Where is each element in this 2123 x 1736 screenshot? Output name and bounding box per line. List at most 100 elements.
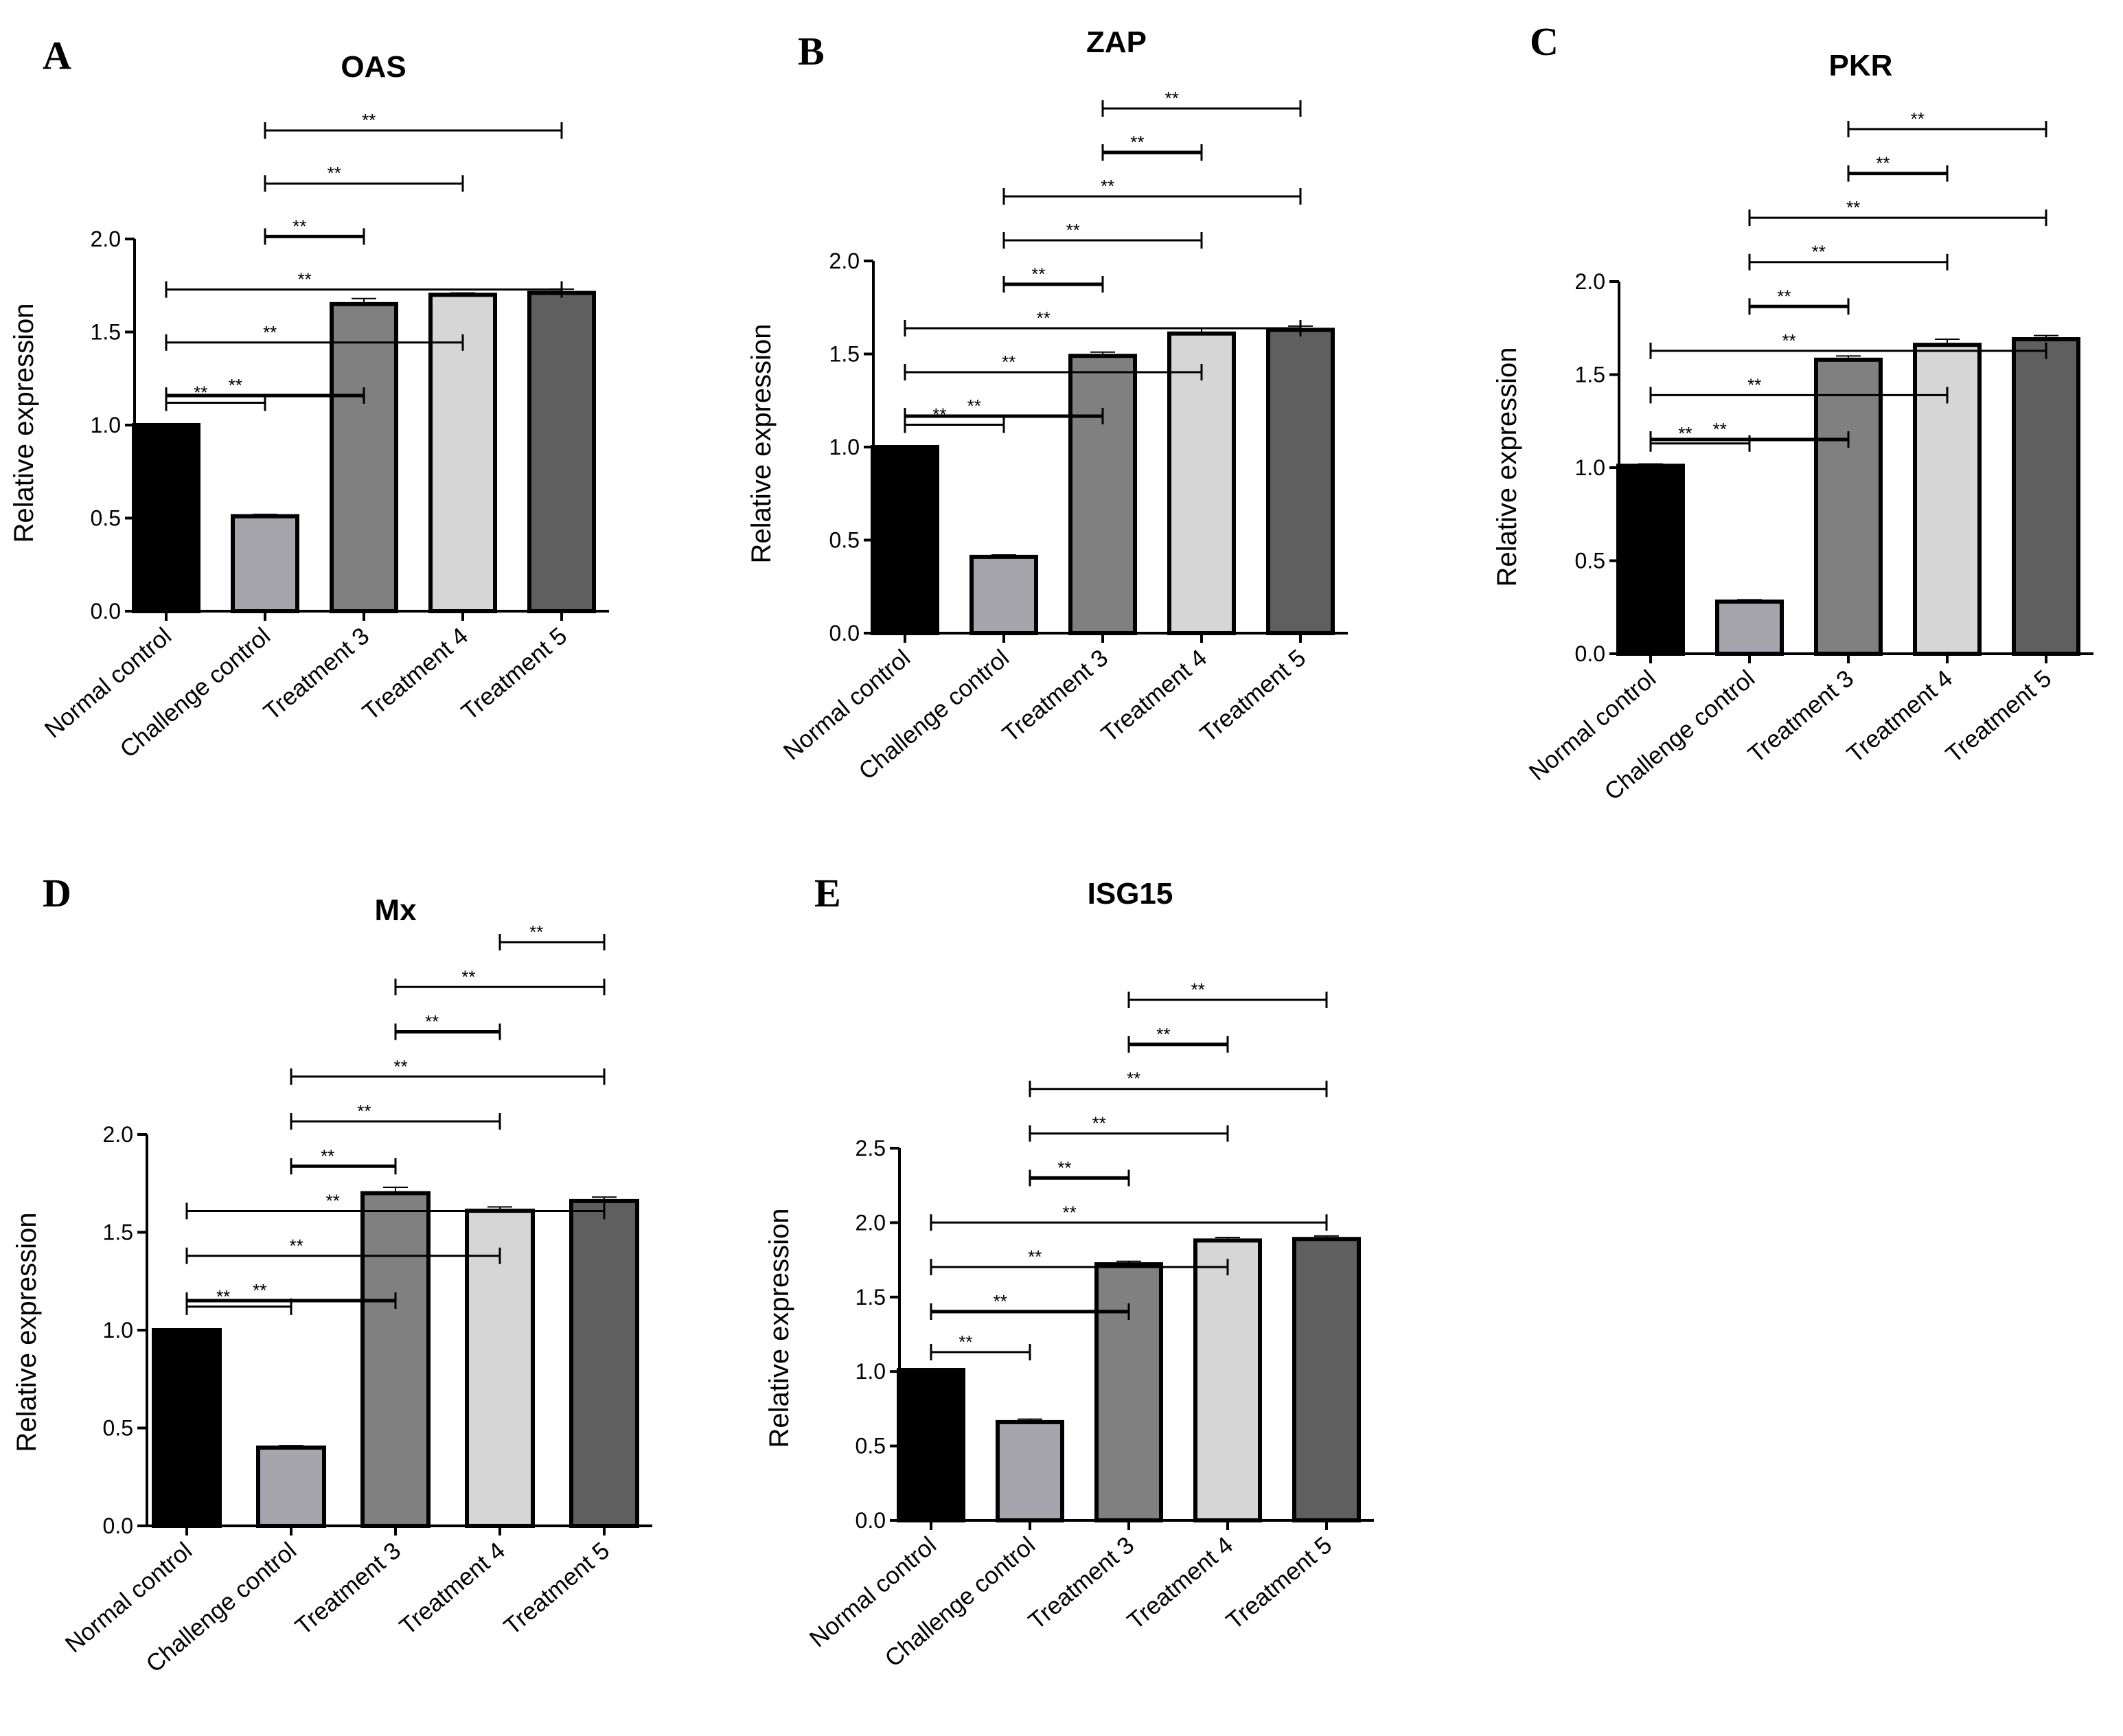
significance-label: ** [263, 322, 277, 343]
y-tick-label: 0.0 [103, 1514, 133, 1538]
significance-label: ** [1028, 1246, 1042, 1267]
significance-label: ** [357, 1101, 371, 1121]
significance-label: ** [1031, 264, 1045, 284]
chart-title: Mx [374, 893, 417, 927]
significance-label: ** [967, 396, 981, 416]
bar-normal-control [132, 423, 200, 613]
y-tick-label: 0.5 [829, 528, 860, 553]
significance-label: ** [1812, 242, 1826, 262]
significance-label: ** [393, 1056, 407, 1077]
bar-treatment-3 [1068, 354, 1137, 636]
significance-label: ** [321, 1145, 334, 1166]
significance-label: ** [1165, 88, 1179, 108]
panel-letter: A [43, 33, 71, 78]
significance-label: ** [292, 216, 306, 236]
category-label: Treatment 4 [358, 622, 474, 725]
category-label: Treatment 5 [1941, 665, 2057, 768]
significance-label: ** [326, 1191, 340, 1211]
significance-label: ** [1127, 1069, 1140, 1089]
bar-treatment-3 [360, 1191, 431, 1528]
bar-treatment-3 [1094, 1262, 1163, 1522]
y-axis-label: Relative expression [764, 1208, 794, 1448]
chart-title: OAS [341, 50, 406, 84]
bar-normal-control [1616, 464, 1685, 656]
significance-label: ** [289, 1235, 303, 1256]
bar-treatment-4 [1193, 1238, 1262, 1523]
bar-treatment-5 [527, 290, 596, 613]
y-tick-label: 2.0 [1575, 269, 1605, 294]
significance-label: ** [229, 375, 242, 396]
bar-normal-control [871, 445, 939, 635]
significance-label: ** [529, 922, 543, 942]
y-axis-label: Relative expression [12, 1212, 42, 1452]
chart-title: ISG15 [1088, 877, 1173, 911]
significance-label: ** [1777, 286, 1791, 306]
significance-label: ** [1782, 330, 1795, 351]
y-tick-label: 0.5 [91, 506, 121, 531]
significance-label: ** [425, 1012, 439, 1032]
panel-letter: E [814, 871, 841, 915]
category-label: Treatment 4 [1097, 644, 1213, 747]
bar-treatment-3 [1814, 357, 1883, 656]
bar-challenge-control [969, 554, 1038, 636]
y-tick-label: 1.5 [103, 1220, 133, 1245]
y-tick-label: 0.0 [856, 1508, 886, 1533]
bar-challenge-control [256, 1446, 326, 1528]
y-tick-label: 1.0 [856, 1359, 886, 1384]
significance-label: ** [994, 1291, 1007, 1312]
category-label: Treatment 3 [1024, 1531, 1140, 1634]
significance-label: ** [1156, 1024, 1170, 1044]
y-tick-label: 1.0 [829, 435, 860, 459]
y-tick-label: 2.0 [856, 1210, 886, 1235]
significance-label: ** [1191, 979, 1205, 1000]
bar-normal-control [897, 1368, 965, 1522]
bar-challenge-control [1715, 599, 1784, 656]
y-tick-label: 1.0 [103, 1318, 133, 1343]
panel-mx: D Mx Relative expression 0.0 0.5 1.0 1.5 2.0… [12, 871, 652, 1678]
significance-label: ** [1066, 220, 1080, 240]
y-tick-label: 0.0 [1575, 641, 1605, 666]
chart-title: PKR [1829, 49, 1893, 82]
significance-label: ** [1057, 1157, 1071, 1178]
category-label: Treatment 4 [1123, 1531, 1239, 1634]
bar-treatment-5 [1292, 1237, 1361, 1523]
significance-label: ** [1101, 176, 1114, 196]
y-tick-label: 2.0 [829, 249, 860, 273]
significance-label: ** [932, 404, 946, 424]
panel-letter: C [1530, 19, 1559, 64]
significance-label: ** [1846, 197, 1860, 218]
y-tick-label: 2.5 [856, 1136, 886, 1161]
bar-normal-control [152, 1328, 222, 1528]
y-tick-label: 1.0 [91, 413, 121, 437]
category-label: Treatment 5 [1195, 644, 1311, 747]
significance-label: ** [1092, 1113, 1106, 1134]
bar-treatment-5 [1266, 328, 1335, 635]
panel-pkr: C PKR Relative expression 0.0 0.5 1.0 1.5 2.… [1492, 19, 2093, 806]
bar-challenge-control [996, 1419, 1064, 1523]
significance-label: ** [1062, 1202, 1076, 1222]
y-tick-label: 0.5 [103, 1416, 133, 1441]
significance-label: ** [1876, 153, 1890, 174]
bar-treatment-5 [2012, 337, 2080, 656]
category-label: Treatment 3 [998, 644, 1114, 747]
significance-label: ** [461, 966, 475, 987]
bar-treatment-5 [569, 1198, 639, 1529]
significance-label: ** [328, 163, 341, 183]
y-tick-label: 2.0 [103, 1122, 133, 1147]
significance-label: ** [1002, 352, 1015, 372]
panel-letter: B [798, 29, 825, 73]
y-axis-label: Relative expression [746, 323, 777, 563]
significance-label: ** [1747, 374, 1761, 395]
significance-label: ** [1911, 108, 1925, 129]
y-tick-label: 0.0 [829, 621, 860, 646]
panel-letter: D [43, 871, 71, 915]
y-tick-label: 1.0 [1575, 455, 1605, 480]
y-tick-label: 1.5 [1575, 363, 1605, 387]
category-label: Treatment 5 [457, 622, 573, 725]
bar-challenge-control [231, 514, 299, 613]
category-label: Treatment 3 [290, 1537, 406, 1640]
y-tick-label: 2.0 [91, 227, 121, 251]
y-tick-label: 1.5 [856, 1285, 886, 1310]
panel-oas: A OAS Relative expression 0.0 0.5 1.0 1.5 2.… [9, 33, 609, 763]
